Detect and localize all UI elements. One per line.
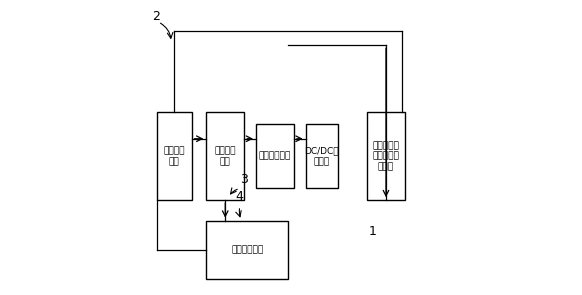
Text: DC/DC转
换器之: DC/DC转 换器之 [304,147,339,166]
FancyBboxPatch shape [157,112,191,200]
FancyBboxPatch shape [256,124,294,189]
FancyBboxPatch shape [206,112,244,200]
Text: 低压接线盒之: 低压接线盒之 [231,245,263,254]
Text: 混合动力单
元机组协调
控制器: 混合动力单 元机组协调 控制器 [372,141,399,171]
Text: 发动机控
制器: 发动机控 制器 [164,147,185,166]
FancyBboxPatch shape [367,112,405,200]
Text: 发电机控
制器: 发电机控 制器 [215,147,236,166]
Text: 4: 4 [236,190,243,203]
FancyBboxPatch shape [306,124,338,189]
Text: 3: 3 [240,173,248,186]
FancyBboxPatch shape [206,221,288,279]
Text: 2: 2 [152,9,160,22]
Text: 高压接线盒之: 高压接线盒之 [259,152,291,161]
Text: 1: 1 [368,225,377,238]
